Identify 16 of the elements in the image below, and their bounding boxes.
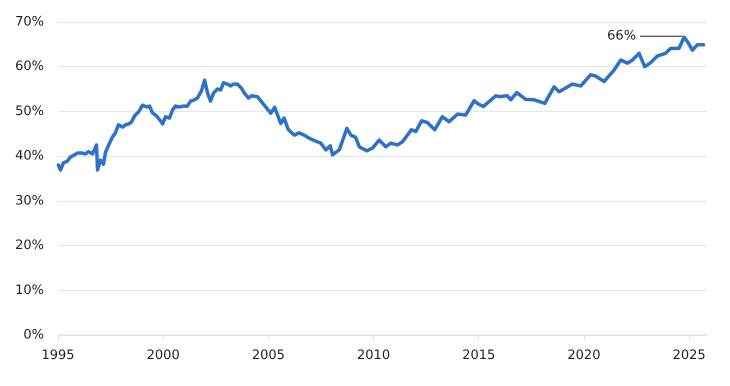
y-tick-label: 10%: [15, 282, 44, 298]
x-tick-label: 2020: [567, 348, 600, 363]
y-tick-label: 60%: [15, 59, 44, 74]
annotation: 66%: [607, 28, 636, 44]
y-tick-label: 50%: [15, 104, 44, 119]
y-tick-label: 0%: [23, 328, 44, 342]
y-tick-label: 20%: [15, 238, 44, 254]
y-tick-label: 30%: [15, 193, 44, 208]
x-tick-label: 2000: [146, 348, 180, 363]
y-tick-label: 70%: [15, 14, 44, 30]
x-tick-label: 2025: [672, 348, 706, 363]
x-tick-label: 1995: [41, 348, 75, 363]
x-tick-label: 2005: [252, 348, 285, 363]
y-tick-label: 40%: [15, 148, 44, 164]
x-tick-label: 2015: [462, 348, 496, 363]
x-tick-label: 2010: [357, 348, 390, 363]
